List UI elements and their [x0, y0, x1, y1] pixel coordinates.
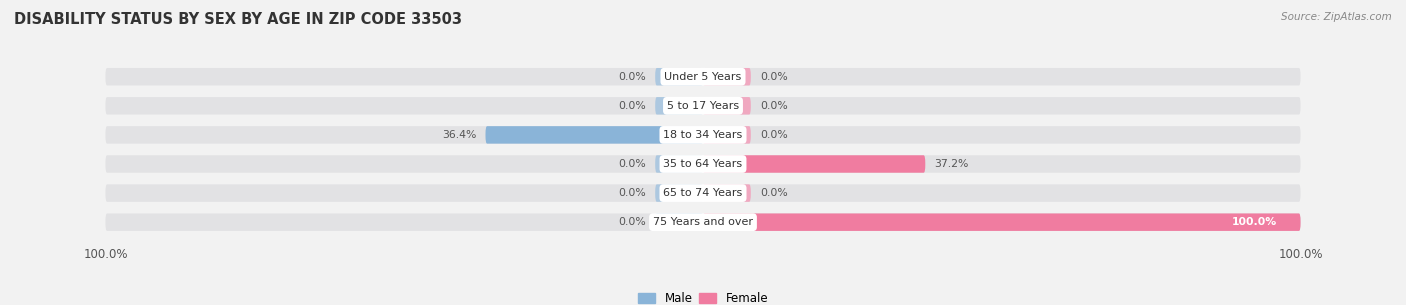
Text: 5 to 17 Years: 5 to 17 Years [666, 101, 740, 111]
FancyBboxPatch shape [703, 97, 751, 115]
FancyBboxPatch shape [105, 97, 1301, 115]
Text: 100.0%: 100.0% [1232, 217, 1277, 227]
FancyBboxPatch shape [703, 68, 751, 85]
Text: DISABILITY STATUS BY SEX BY AGE IN ZIP CODE 33503: DISABILITY STATUS BY SEX BY AGE IN ZIP C… [14, 12, 463, 27]
Text: 0.0%: 0.0% [619, 188, 647, 198]
Text: 0.0%: 0.0% [619, 217, 647, 227]
FancyBboxPatch shape [703, 126, 751, 144]
FancyBboxPatch shape [703, 214, 1301, 231]
Text: Under 5 Years: Under 5 Years [665, 72, 741, 82]
FancyBboxPatch shape [105, 68, 1301, 85]
FancyBboxPatch shape [105, 214, 1301, 231]
Text: Source: ZipAtlas.com: Source: ZipAtlas.com [1281, 12, 1392, 22]
FancyBboxPatch shape [655, 68, 703, 85]
FancyBboxPatch shape [105, 126, 1301, 144]
Text: 0.0%: 0.0% [759, 188, 787, 198]
Text: 35 to 64 Years: 35 to 64 Years [664, 159, 742, 169]
Text: 37.2%: 37.2% [934, 159, 969, 169]
Text: 0.0%: 0.0% [619, 159, 647, 169]
Legend: Male, Female: Male, Female [633, 288, 773, 305]
FancyBboxPatch shape [655, 184, 703, 202]
Text: 36.4%: 36.4% [441, 130, 477, 140]
Text: 0.0%: 0.0% [619, 72, 647, 82]
Text: 18 to 34 Years: 18 to 34 Years [664, 130, 742, 140]
FancyBboxPatch shape [655, 97, 703, 115]
FancyBboxPatch shape [655, 214, 703, 231]
Text: 0.0%: 0.0% [759, 72, 787, 82]
Text: 0.0%: 0.0% [759, 101, 787, 111]
Text: 65 to 74 Years: 65 to 74 Years [664, 188, 742, 198]
FancyBboxPatch shape [655, 155, 703, 173]
FancyBboxPatch shape [105, 155, 1301, 173]
FancyBboxPatch shape [703, 184, 751, 202]
FancyBboxPatch shape [703, 155, 925, 173]
FancyBboxPatch shape [105, 184, 1301, 202]
Text: 0.0%: 0.0% [759, 130, 787, 140]
FancyBboxPatch shape [485, 126, 703, 144]
Text: 0.0%: 0.0% [619, 101, 647, 111]
Text: 75 Years and over: 75 Years and over [652, 217, 754, 227]
